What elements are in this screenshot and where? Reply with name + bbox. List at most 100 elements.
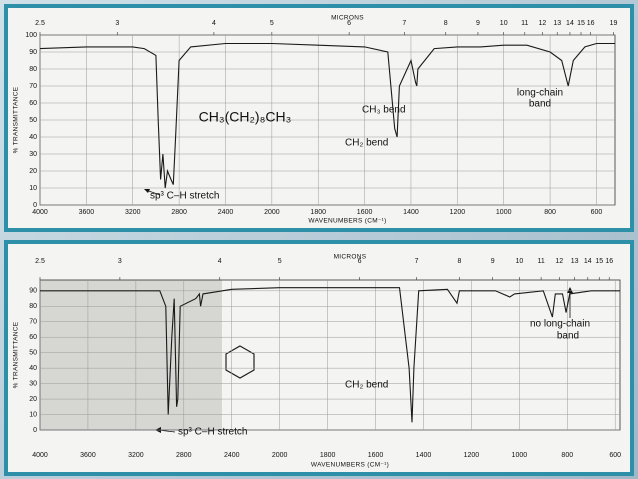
x-tick-label: 800 xyxy=(544,209,556,216)
x2-tick-label: 13 xyxy=(571,258,579,265)
x2-tick-label: 9 xyxy=(476,20,480,27)
annotation: CH₃ bend xyxy=(362,105,406,116)
y-tick-label: 40 xyxy=(29,365,37,372)
y-tick-label: 0 xyxy=(33,427,37,434)
y-tick-label: 40 xyxy=(29,134,37,141)
x2-tick-label: 4 xyxy=(218,258,222,265)
x2-tick-label: 7 xyxy=(402,20,406,27)
x-tick-label: 1400 xyxy=(416,452,432,459)
annotation: sp³ C–H stretch xyxy=(150,191,219,202)
x2-tick-label: 12 xyxy=(538,20,546,27)
y-tick-label: 60 xyxy=(29,334,37,341)
y-tick-label: 80 xyxy=(29,303,37,310)
x-tick-label: 2800 xyxy=(176,452,192,459)
y-tick-label: 20 xyxy=(29,168,37,175)
y-tick-label: 60 xyxy=(29,100,37,107)
x-tick-label: 4000 xyxy=(32,209,48,216)
x-tick-label: 3200 xyxy=(128,452,144,459)
x-tick-label: 1000 xyxy=(496,209,512,216)
x2-tick-label: 6 xyxy=(358,258,362,265)
x-tick-label: 1800 xyxy=(310,209,326,216)
x2-tick-label: 19 xyxy=(610,20,618,27)
x-tick-label: 800 xyxy=(561,452,573,459)
y-tick-label: 10 xyxy=(29,411,37,418)
x2-tick-label: 2.5 xyxy=(35,258,45,265)
arrowhead xyxy=(144,189,150,193)
x2-tick-label: 11 xyxy=(537,258,544,265)
y-tick-label: 0 xyxy=(33,202,37,209)
x2-tick-label: 10 xyxy=(515,258,523,265)
x2-axis-title: MICRONS xyxy=(331,15,364,22)
y-tick-label: 90 xyxy=(29,49,37,56)
x-tick-label: 1200 xyxy=(464,452,480,459)
x-tick-label: 2400 xyxy=(224,452,240,459)
x-tick-label: 1200 xyxy=(450,209,466,216)
x2-tick-label: 3 xyxy=(115,20,119,27)
x-tick-label: 1400 xyxy=(403,209,419,216)
x2-tick-label: 9 xyxy=(491,258,495,265)
x-tick-label: 2400 xyxy=(218,209,234,216)
y-tick-label: 80 xyxy=(29,66,37,73)
x-tick-label: 2000 xyxy=(272,452,288,459)
annotation: long-chain xyxy=(517,88,563,99)
x2-tick-label: 5 xyxy=(278,258,282,265)
top-panel xyxy=(8,8,630,228)
spectrum-line xyxy=(40,287,620,423)
x-tick-label: 600 xyxy=(591,209,603,216)
y-tick-label: 70 xyxy=(29,83,37,90)
x2-tick-label: 16 xyxy=(605,258,613,265)
annotation: CH₂ bend xyxy=(345,380,388,391)
y-tick-label: 50 xyxy=(29,117,37,124)
x2-tick-label: 16 xyxy=(587,20,595,27)
x-tick-label: 3200 xyxy=(125,209,141,216)
x-tick-label: 1600 xyxy=(357,209,373,216)
x-tick-label: 3600 xyxy=(80,452,96,459)
y-axis-title: % TRANSMITTANCE xyxy=(13,321,20,388)
x2-tick-label: 15 xyxy=(577,20,585,27)
cyclohexane-ring xyxy=(225,345,255,379)
annotation: band xyxy=(557,331,579,342)
y-axis-title: % TRANSMITTANCE xyxy=(13,86,20,153)
x2-tick-label: 6 xyxy=(347,20,351,27)
x2-tick-label: 11 xyxy=(521,20,528,27)
y-tick-label: 100 xyxy=(25,32,37,39)
annotation: CH₂ bend xyxy=(345,138,388,149)
y-tick-label: 30 xyxy=(29,380,37,387)
x-tick-label: 1800 xyxy=(320,452,336,459)
x2-tick-label: 10 xyxy=(500,20,508,27)
y-tick-label: 90 xyxy=(29,288,37,295)
x-tick-label: 3600 xyxy=(79,209,95,216)
annotation: no long-chain xyxy=(530,319,590,330)
x-tick-label: 2800 xyxy=(171,209,187,216)
y-tick-label: 20 xyxy=(29,396,37,403)
arrowhead xyxy=(567,287,573,293)
x-tick-label: 1000 xyxy=(512,452,528,459)
annotation: CH₃(CH₂)₈CH₃ xyxy=(199,109,292,125)
y-tick-label: 30 xyxy=(29,151,37,158)
annotation: band xyxy=(529,99,551,110)
x2-tick-label: 14 xyxy=(566,20,574,27)
x2-tick-label: 7 xyxy=(415,258,419,265)
shaded-region xyxy=(40,280,222,430)
x2-tick-label: 2.5 xyxy=(35,20,45,27)
x2-tick-label: 5 xyxy=(270,20,274,27)
annotation: sp³ C–H stretch xyxy=(178,427,247,438)
y-tick-label: 70 xyxy=(29,319,37,326)
x2-tick-label: 12 xyxy=(555,258,563,265)
x-tick-label: 4000 xyxy=(32,452,48,459)
x-axis-title: WAVENUMBERS (CM⁻¹) xyxy=(311,462,389,469)
y-tick-label: 50 xyxy=(29,350,37,357)
x2-tick-label: 14 xyxy=(584,258,592,265)
x-tick-label: 1600 xyxy=(368,452,384,459)
x2-tick-label: 4 xyxy=(212,20,216,27)
x2-tick-label: 3 xyxy=(118,258,122,265)
x2-tick-label: 13 xyxy=(553,20,561,27)
spectrum-line xyxy=(39,42,615,189)
x2-axis-title: MICRONS xyxy=(334,254,367,261)
x-tick-label: 2000 xyxy=(264,209,280,216)
x-axis-title: WAVENUMBERS (CM⁻¹) xyxy=(308,218,386,225)
x2-tick-label: 15 xyxy=(595,258,603,265)
y-tick-label: 10 xyxy=(29,185,37,192)
